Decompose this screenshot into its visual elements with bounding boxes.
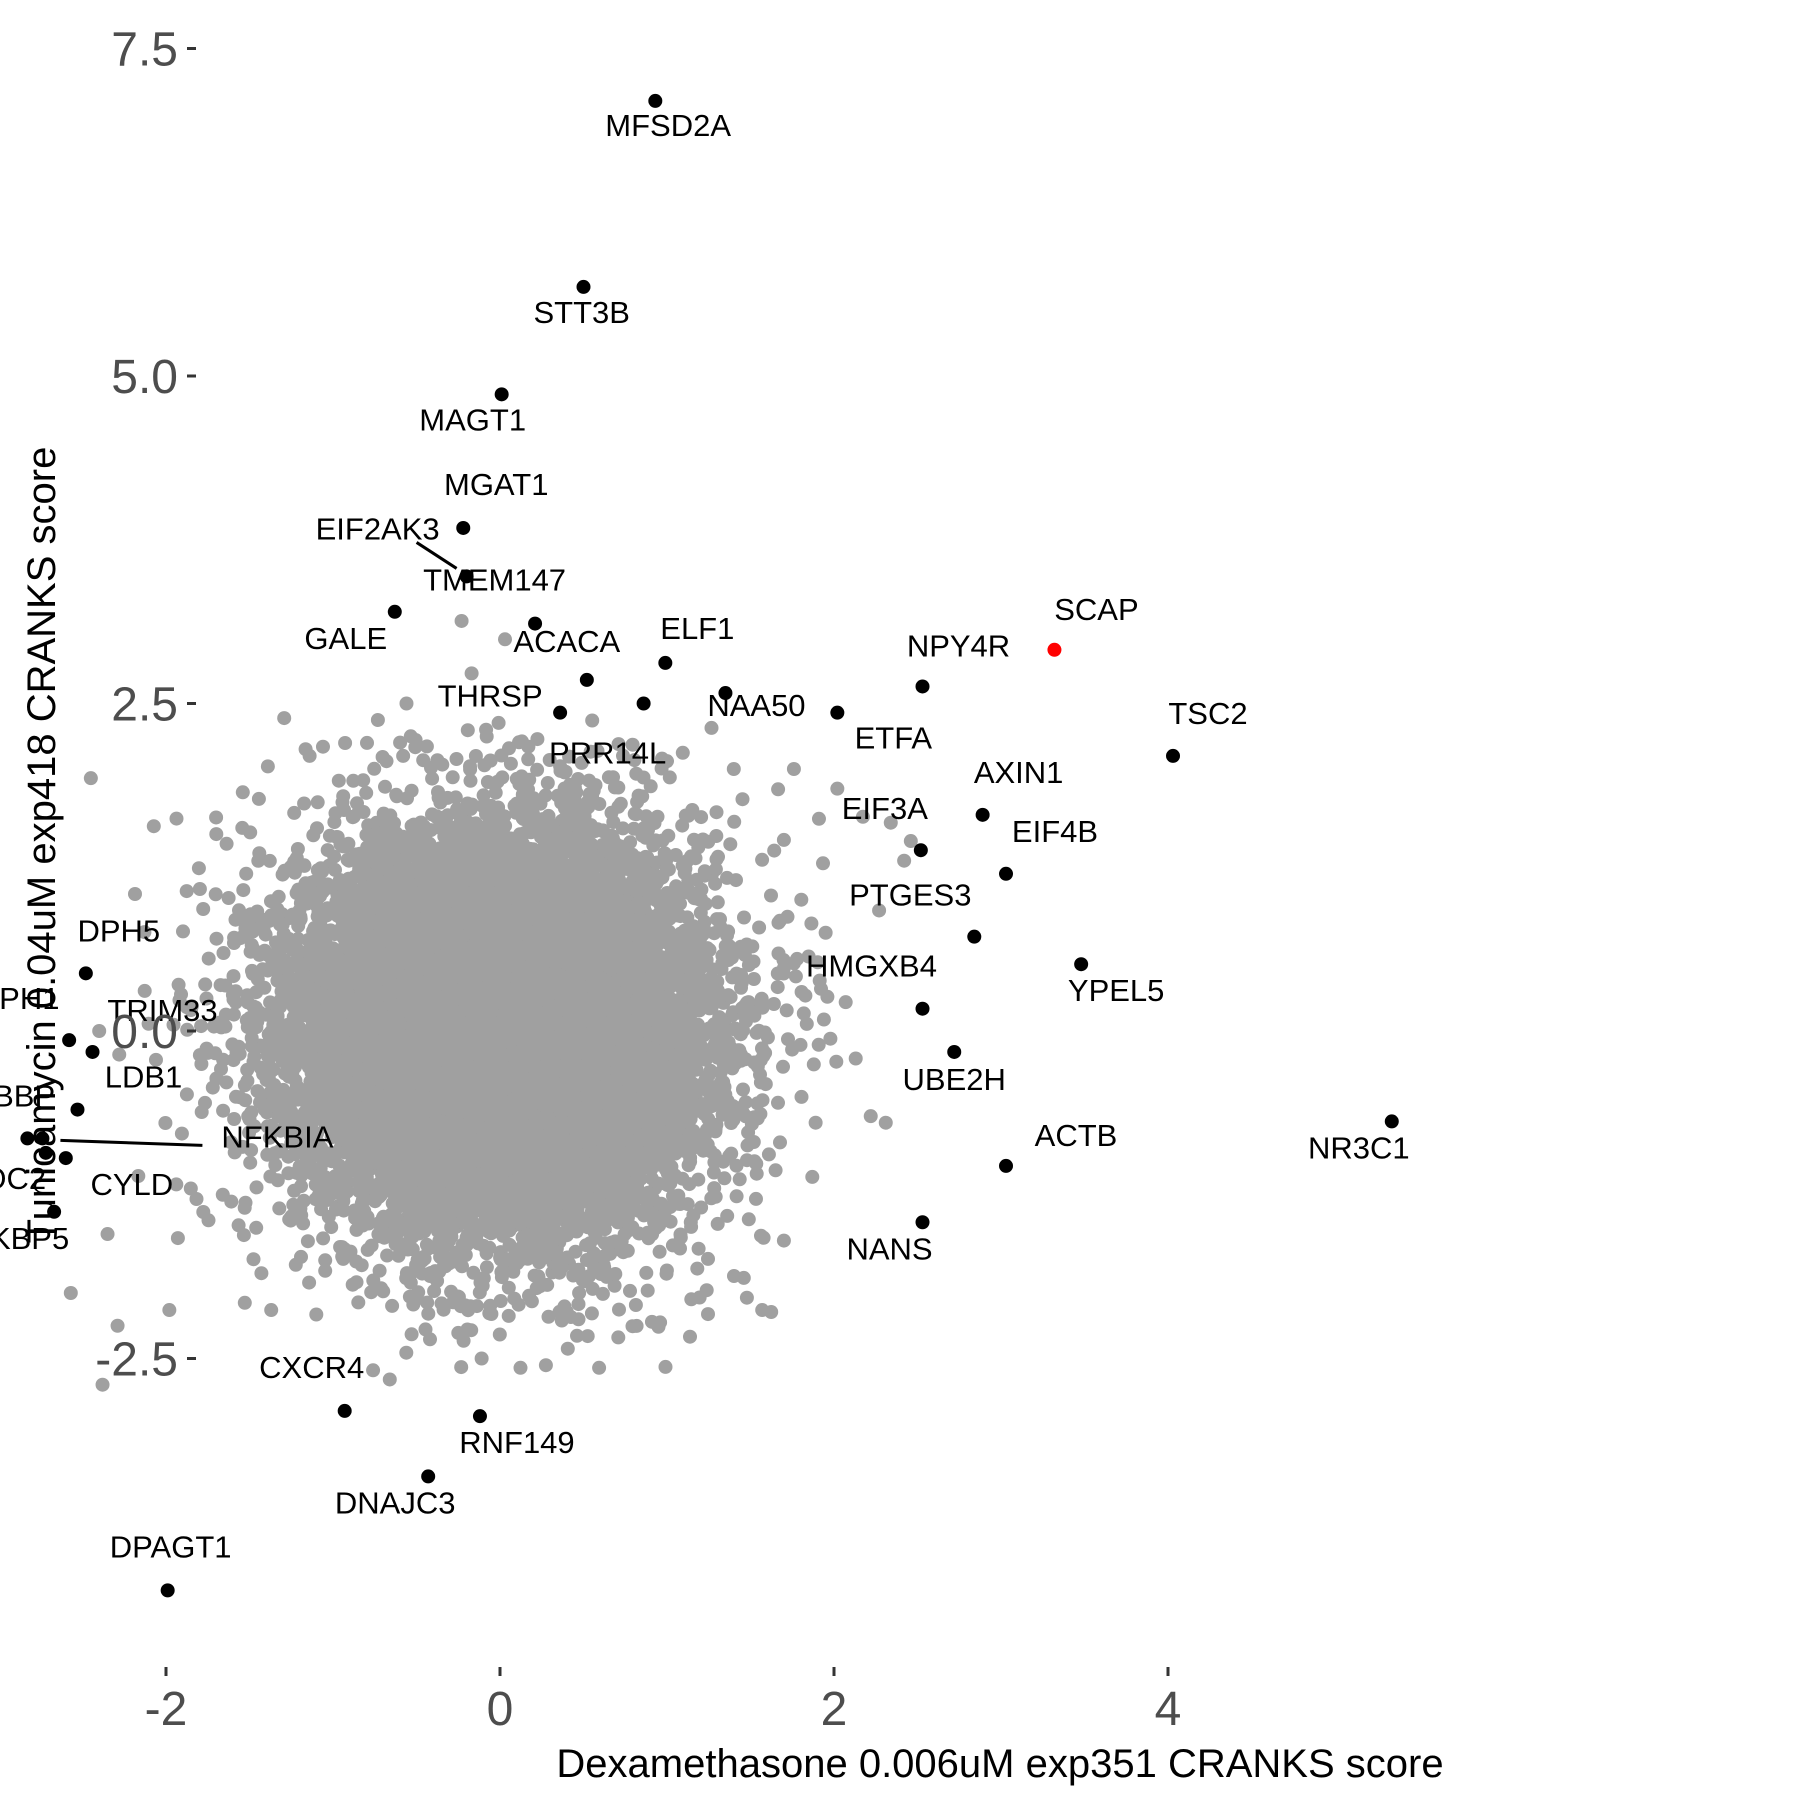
background-point (170, 1231, 185, 1246)
background-point (514, 769, 529, 784)
background-point (623, 1283, 637, 1298)
background-point (158, 1116, 173, 1130)
background-point (249, 1180, 264, 1195)
background-point (196, 902, 211, 916)
background-point (378, 779, 392, 794)
background-point (781, 1032, 795, 1047)
background-point (737, 910, 751, 925)
background-point (701, 1307, 715, 1322)
background-point (493, 1294, 508, 1308)
background-point (773, 1135, 787, 1150)
background-point (351, 1295, 366, 1310)
background-point (560, 1341, 575, 1356)
background-point (364, 1285, 379, 1300)
background-points-layer (63, 613, 918, 1392)
background-point (571, 1297, 586, 1312)
background-point (191, 861, 206, 876)
background-point (501, 1308, 516, 1323)
background-point (239, 866, 254, 881)
background-point (658, 1359, 673, 1374)
background-point (254, 1266, 269, 1281)
background-point (216, 946, 231, 960)
background-point (584, 1306, 599, 1321)
background-point (820, 989, 835, 1004)
background-point (246, 1252, 261, 1267)
background-point (310, 795, 325, 810)
background-point (318, 1253, 333, 1268)
background-point (513, 1360, 528, 1375)
background-point (675, 745, 690, 760)
background-point (794, 892, 809, 907)
background-point (771, 1095, 785, 1110)
background-point (708, 876, 723, 891)
background-point (694, 810, 709, 825)
background-point (572, 1286, 587, 1300)
background-point (249, 1220, 264, 1235)
background-point (316, 1231, 331, 1246)
background-point (169, 811, 184, 826)
background-point (320, 843, 335, 858)
background-point (639, 1265, 654, 1280)
background-point (788, 969, 803, 984)
background-point (318, 1263, 333, 1278)
